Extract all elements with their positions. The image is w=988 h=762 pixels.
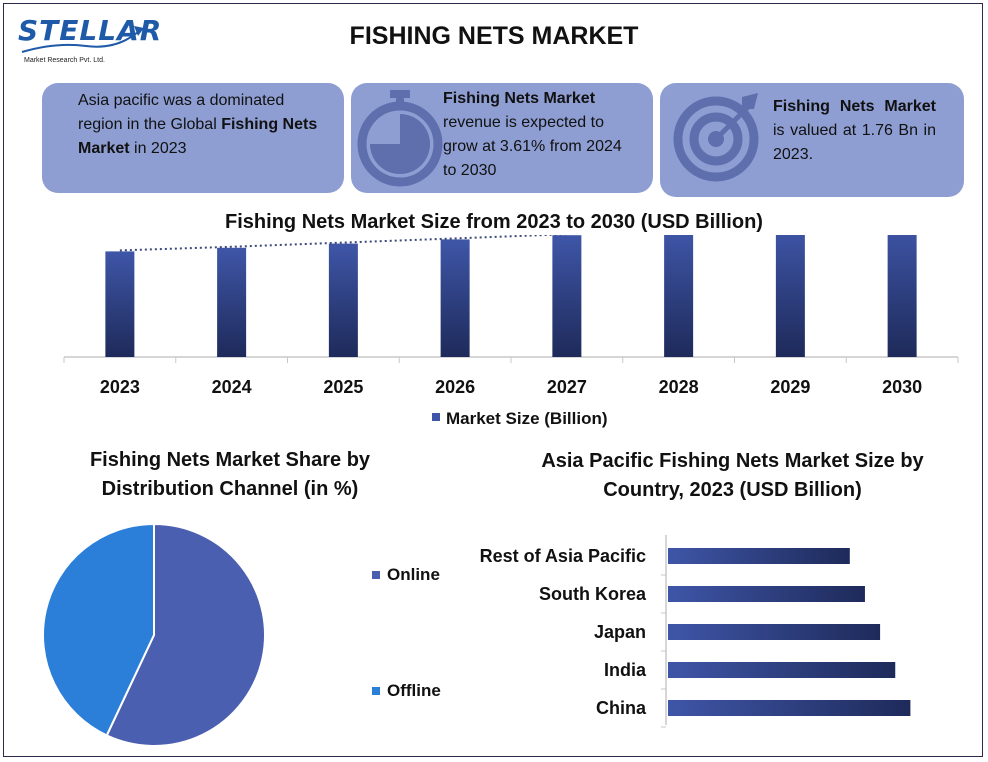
info-card-region: Asia pacific was a dominated region in t… <box>42 83 344 193</box>
info-card-value: Fishing Nets Market is valued at 1.76 Bn… <box>660 83 964 197</box>
pie-slice-online <box>105 522 266 747</box>
x-tick-label-2024: 2024 <box>212 377 252 397</box>
card-text-growth: Fishing Nets Market revenue is expected … <box>443 90 622 179</box>
bar-chart-title: Fishing Nets Market Size from 2023 to 20… <box>225 211 763 233</box>
stopwatch-icon <box>357 90 443 187</box>
bar-2025 <box>328 243 358 357</box>
logo-subtitle: Market Research Pvt. Ltd. <box>24 57 105 64</box>
bar-2023 <box>105 251 135 357</box>
market-size-bar-chart: 2023 2024 2025 2026 2027 2028 2029 2030 Market S… <box>63 235 959 428</box>
card-text-value: Fishing Nets Market is valued at 1.76 Bn… <box>773 98 936 163</box>
pie-legend-swatch-offline <box>372 687 380 695</box>
pie-legend-swatch-online <box>372 571 380 579</box>
pie-legend: Online Offline <box>372 565 441 700</box>
legend-swatch <box>432 413 440 421</box>
bar-2030 <box>887 235 917 357</box>
pie-legend-label-online: Online <box>387 565 440 584</box>
bar-2028 <box>664 235 694 357</box>
page-title: FISHING NETS MARKET <box>349 22 639 50</box>
pie-chart-title: Fishing Nets Market Share by Distributio… <box>89 449 371 500</box>
country-bar-chart: Rest of Asia Pacific South Korea Japan Indi… <box>480 535 911 728</box>
category-label-india: India <box>604 660 647 680</box>
category-label-japan: Japan <box>594 622 646 642</box>
trendline <box>119 235 573 252</box>
hbar-rest-of-asia-pacific <box>668 548 850 564</box>
bar-2026 <box>440 239 470 357</box>
x-tick-label-2027: 2027 <box>547 377 587 397</box>
x-tick-label-2029: 2029 <box>770 377 810 397</box>
pie-legend-label-offline: Offline <box>387 681 441 700</box>
hbar-china <box>668 700 911 716</box>
country-chart-title: Asia Pacific Fishing Nets Market Size by… <box>541 450 924 501</box>
bar-2027 <box>552 235 582 357</box>
category-label-china: China <box>596 698 647 718</box>
hbar-india <box>668 662 896 678</box>
legend-label: Market Size (Billion) <box>446 409 608 428</box>
hbar-japan <box>668 624 881 640</box>
category-label-rest-of-asia-pacific: Rest of Asia Pacific <box>480 546 646 566</box>
x-tick-label-2023: 2023 <box>100 377 140 397</box>
hbar-south-korea <box>668 586 865 602</box>
card-text-region: Asia pacific was a dominated region in t… <box>78 92 318 157</box>
pie-slice-offline <box>42 522 155 737</box>
stellar-logo: STELLAR Market Research Pvt. Ltd. <box>16 12 161 70</box>
outer-frame <box>3 3 983 757</box>
x-tick-label-2026: 2026 <box>435 377 475 397</box>
bar-2024 <box>217 247 247 357</box>
x-tick-label-2028: 2028 <box>659 377 699 397</box>
target-icon <box>673 93 759 182</box>
category-label-south-korea: South Korea <box>539 584 647 604</box>
logo-wordmark: STELLAR <box>18 14 163 47</box>
info-card-growth: Fishing Nets Market revenue is expected … <box>351 83 653 193</box>
logo-swoosh-icon <box>21 26 144 53</box>
bar-2029 <box>775 235 805 357</box>
x-tick-label-2025: 2025 <box>323 377 363 397</box>
distribution-pie-chart <box>42 522 266 747</box>
x-tick-label-2030: 2030 <box>882 377 922 397</box>
